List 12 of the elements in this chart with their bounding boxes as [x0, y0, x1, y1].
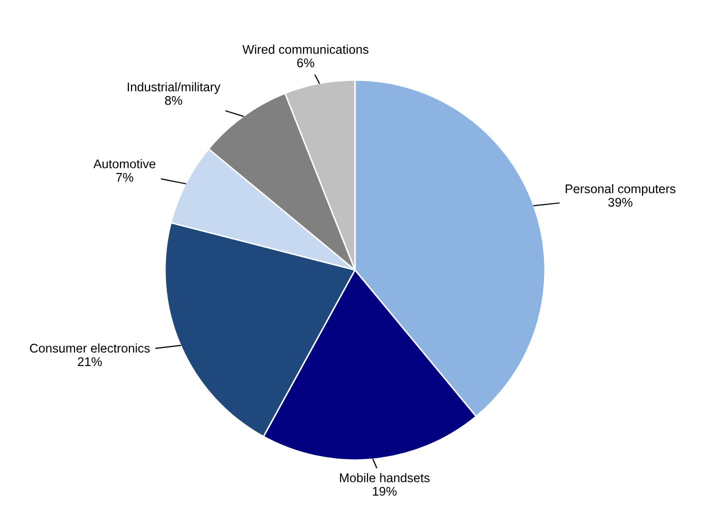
slice-label: Personal computers — [566, 184, 676, 196]
data-label: 6% — [297, 58, 314, 68]
slice-label: Industrial/military — [128, 82, 220, 94]
slice-label: Mobile handsets — [340, 473, 430, 482]
data-label: 8% — [165, 96, 182, 105]
data-label: 39% — [608, 198, 632, 207]
data-label: 7% — [116, 172, 134, 182]
slice-label: Consumer electronics — [30, 343, 150, 353]
data-label: 19% — [372, 486, 397, 496]
data-label: 21% — [78, 357, 102, 366]
slice-label: Wired communications — [242, 44, 368, 54]
slice-label: Automotive — [93, 159, 156, 168]
